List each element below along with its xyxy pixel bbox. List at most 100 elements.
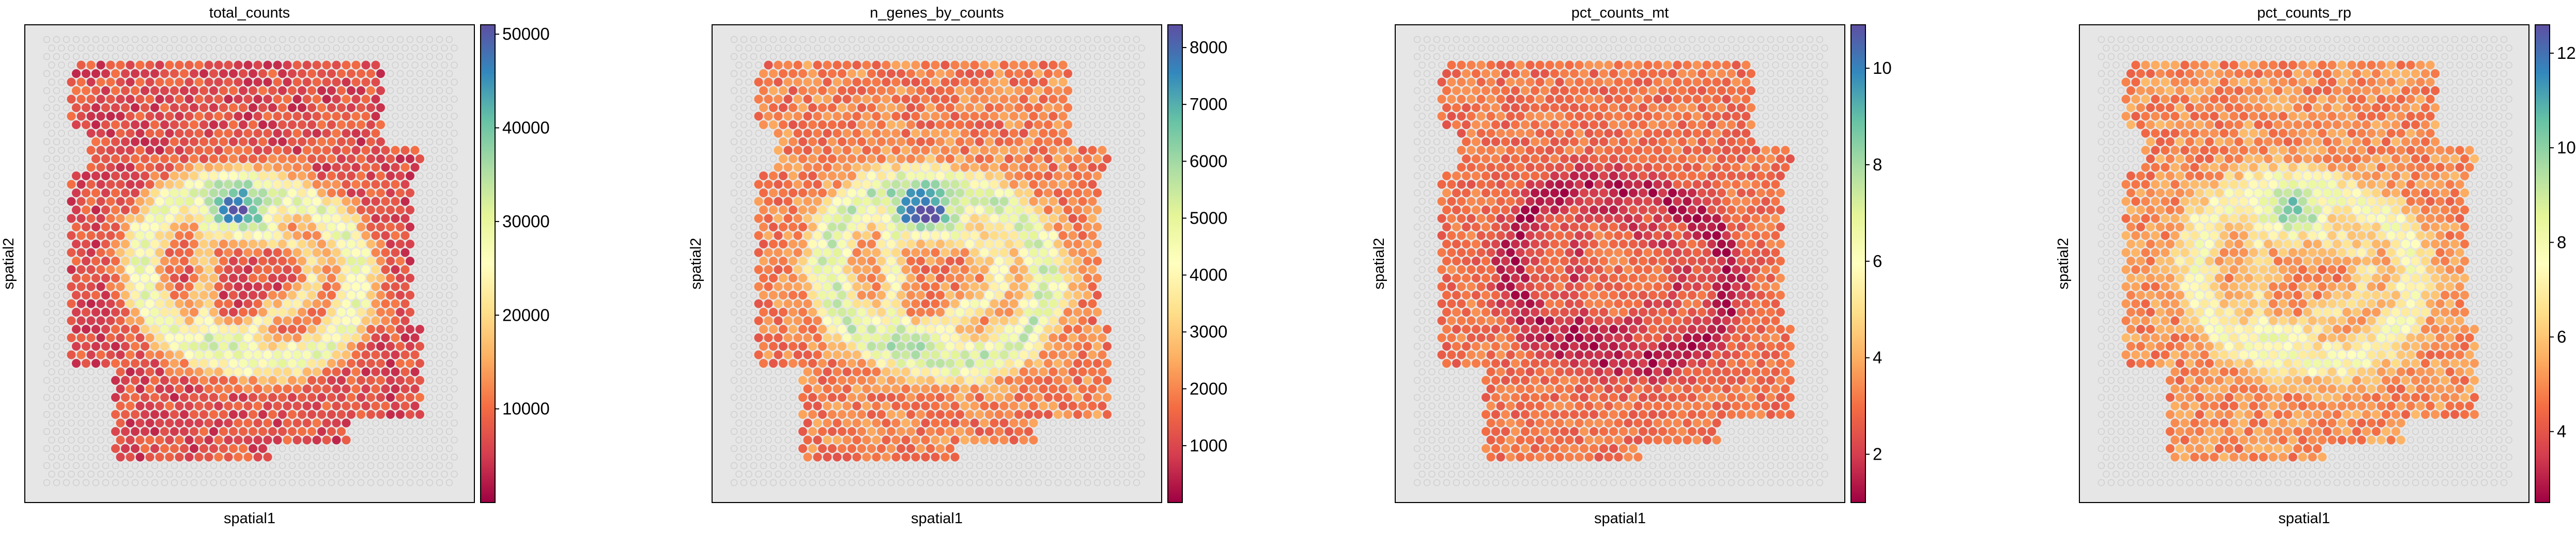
spot: [759, 342, 768, 351]
spot: [165, 180, 174, 189]
spot: [985, 325, 994, 334]
spot: [131, 376, 140, 385]
spot: [960, 77, 969, 87]
spot: [209, 308, 218, 317]
background-spot: [1000, 471, 1008, 478]
spot: [906, 393, 915, 402]
spot: [312, 77, 321, 87]
background-spot: [426, 121, 434, 129]
spot: [1073, 393, 1082, 402]
background-spot: [1050, 453, 1057, 461]
spot: [1044, 240, 1053, 248]
spot: [965, 189, 974, 197]
spot: [1712, 112, 1721, 121]
spot: [901, 180, 911, 189]
background-spot: [745, 181, 752, 188]
background-spot: [912, 44, 919, 52]
spot: [406, 189, 414, 197]
spot: [1486, 129, 1495, 138]
background-spot: [750, 479, 758, 487]
background-spot: [750, 291, 758, 299]
spot: [86, 299, 96, 308]
background-spot: [396, 445, 404, 452]
spot: [302, 401, 312, 411]
spot: [209, 427, 218, 436]
spot: [302, 418, 312, 428]
spot: [1005, 171, 1013, 180]
background-spot: [740, 240, 748, 248]
spot: [1024, 325, 1033, 334]
spot: [882, 146, 891, 155]
spot: [175, 384, 184, 394]
background-spot: [451, 419, 458, 427]
spot: [253, 418, 263, 428]
spot: [229, 86, 238, 95]
spot: [916, 427, 925, 436]
spot: [975, 189, 984, 197]
background-spot: [902, 44, 909, 52]
spot: [1024, 154, 1033, 163]
spot: [396, 223, 405, 231]
background-spot: [43, 223, 51, 231]
background-spot: [48, 436, 55, 444]
spot: [970, 180, 979, 189]
background-spot: [740, 359, 748, 367]
spot: [779, 257, 788, 265]
spot: [121, 342, 130, 351]
background-spot: [1103, 291, 1111, 299]
background-spot: [789, 462, 797, 469]
spot: [813, 180, 822, 189]
background-spot: [740, 70, 748, 77]
background-spot: [416, 36, 424, 43]
spot: [67, 299, 76, 308]
spot: [391, 367, 400, 377]
spot: [243, 282, 253, 291]
background-spot: [347, 36, 355, 43]
background-spot: [735, 79, 743, 86]
background-spot: [1103, 36, 1111, 43]
background-spot: [58, 232, 65, 239]
background-spot: [750, 223, 758, 231]
spot: [980, 197, 989, 206]
spot: [906, 274, 915, 283]
spot: [1083, 410, 1092, 419]
spot: [1024, 206, 1033, 214]
spot: [1073, 206, 1082, 214]
background-spot: [284, 471, 291, 478]
spot: [298, 69, 306, 78]
spot: [337, 325, 346, 334]
background-spot: [72, 394, 80, 401]
spot: [381, 163, 390, 172]
spot: [980, 60, 989, 70]
spot: [789, 291, 797, 300]
spot: [371, 77, 380, 87]
background-spot: [750, 325, 758, 333]
spot: [990, 435, 999, 445]
spot: [999, 146, 1009, 155]
spot: [832, 248, 842, 257]
background-spot: [48, 181, 55, 188]
background-spot: [63, 308, 70, 316]
background-spot: [789, 53, 797, 60]
spot: [970, 435, 979, 445]
background-spot: [1069, 130, 1076, 137]
spot: [209, 154, 218, 163]
spot: [867, 291, 876, 300]
spot: [1044, 154, 1053, 163]
spot: [410, 146, 420, 155]
spot: [1058, 333, 1068, 342]
background-spot: [357, 428, 365, 435]
spot: [1039, 367, 1048, 377]
background-spot: [966, 53, 974, 60]
background-spot: [87, 368, 95, 375]
spot: [1594, 112, 1603, 121]
spot: [337, 223, 346, 231]
spot: [194, 333, 204, 342]
background-spot: [445, 479, 453, 487]
spot: [263, 265, 272, 274]
spot: [76, 214, 86, 223]
background-spot: [58, 113, 65, 120]
spot: [1024, 120, 1033, 129]
background-spot: [1079, 96, 1086, 103]
background-spot: [809, 53, 816, 60]
